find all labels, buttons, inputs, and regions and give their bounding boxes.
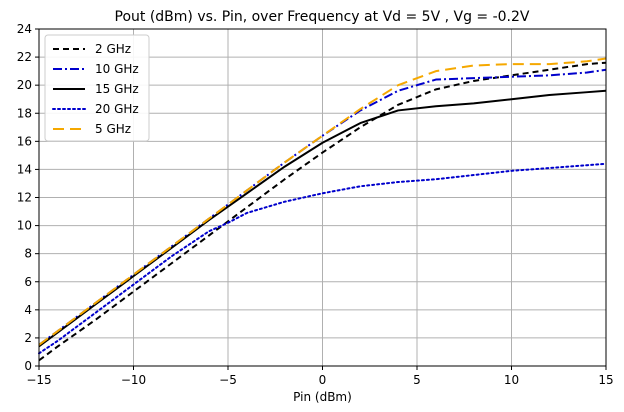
x-tick-label: −5 (219, 373, 237, 387)
legend-label: 2 GHz (95, 42, 131, 56)
series-line-15-ghz (38, 89, 607, 348)
y-tick-label: 6 (24, 275, 32, 289)
legend-label: 15 GHz (95, 82, 139, 96)
chart-title: Pout (dBm) vs. Pin, over Frequency at Vd… (115, 9, 530, 25)
x-tick-label: 10 (504, 373, 519, 387)
y-tick-label: 20 (17, 78, 32, 92)
series-lines (38, 57, 607, 362)
legend-label: 20 GHz (95, 102, 139, 116)
y-tick-label: 2 (24, 331, 32, 345)
legend-label: 5 GHz (95, 122, 131, 136)
series-line-2-ghz (38, 61, 607, 362)
legend-label: 10 GHz (95, 62, 139, 76)
x-tick-label: −15 (26, 373, 51, 387)
series-line-20-ghz (38, 162, 607, 355)
y-tick-label: 14 (17, 162, 32, 176)
x-tick-label: −10 (121, 373, 146, 387)
series-line-5-ghz (38, 57, 607, 346)
y-tick-label: 16 (17, 134, 32, 148)
x-axis-label: Pin (dBm) (293, 390, 352, 404)
y-tick-label: 24 (17, 22, 32, 36)
y-tick-label: 8 (24, 247, 32, 261)
legend: 2 GHz 10 GHz 15 GHz 20 GHz 5 GHz (44, 34, 150, 142)
y-tick-label: 22 (17, 50, 32, 64)
y-tick-label: 12 (17, 191, 32, 205)
x-tick-label: 15 (598, 373, 613, 387)
y-tick-label: 0 (24, 359, 32, 373)
x-tick-label: 0 (319, 373, 327, 387)
plot-frame (38, 28, 607, 367)
y-tick-label: 4 (24, 303, 32, 317)
y-tick-label: 18 (17, 106, 32, 120)
legend-box (44, 34, 150, 142)
x-tick-label: 5 (413, 373, 421, 387)
y-tick-label: 10 (17, 219, 32, 233)
